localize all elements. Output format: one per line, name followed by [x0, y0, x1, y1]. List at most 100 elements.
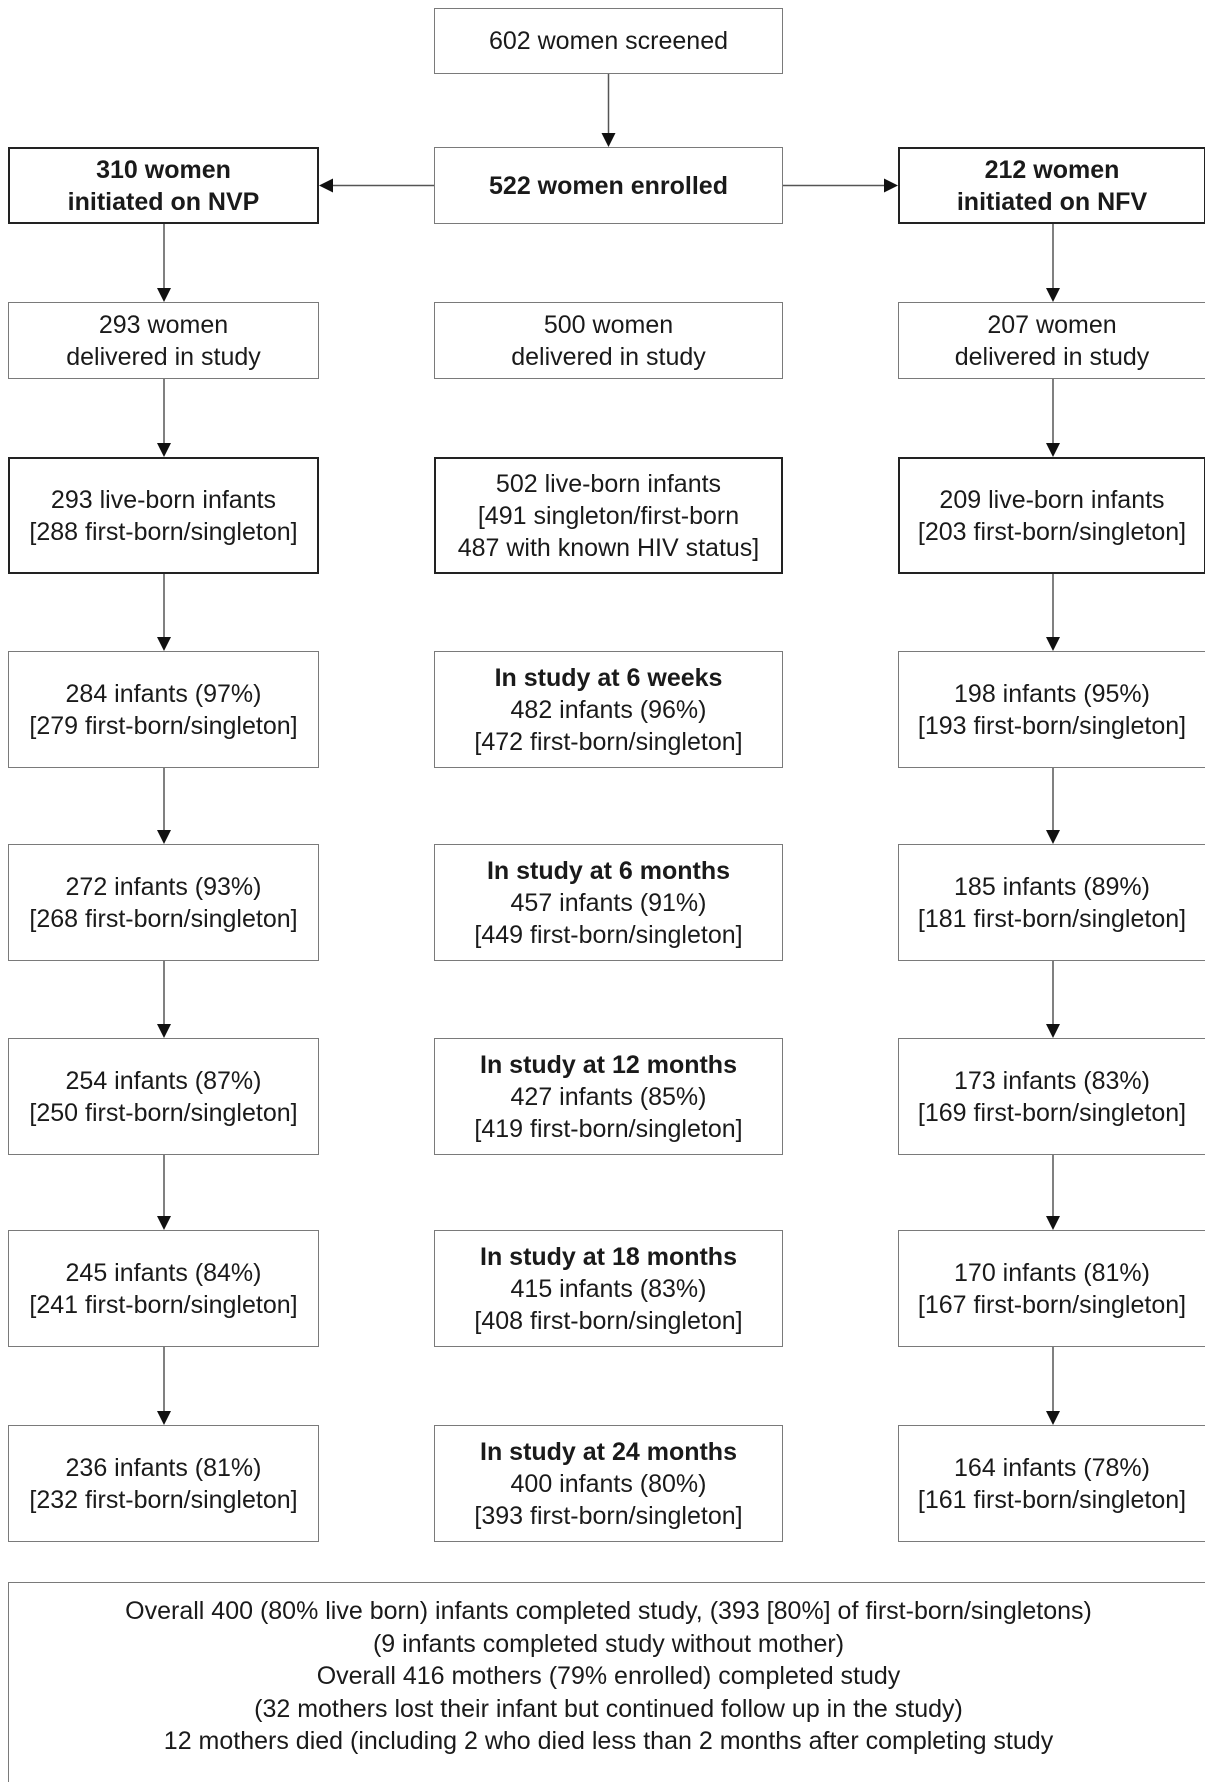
total-6mo-line-1: In study at 6 months — [486, 856, 731, 885]
nvp-6wk-box: 284 infants (97%) [279 first-born/singlet… — [8, 651, 319, 768]
total-18mo-box: In study at 18 months 415 infants (83%) [4… — [434, 1230, 783, 1347]
nvp-6mo-line-2: [268 first-born/singleton] — [29, 904, 298, 933]
arrow-screened-enrolled — [601, 74, 616, 147]
nvp-12mo-line-2: [250 first-born/singleton] — [29, 1098, 298, 1127]
total-delivered-box: 500 women delivered in study — [434, 302, 783, 379]
summary-line: 12 mothers died (including 2 who died le… — [163, 1727, 1054, 1755]
arrow-nvp-6wk-6mo — [157, 768, 171, 844]
total-liveborn-line-3: 487 with known HIV status] — [457, 533, 760, 562]
total-24mo-box: In study at 24 months 400 infants (80%) [3… — [434, 1425, 783, 1542]
summary-box: Overall 400 (80% live born) infants comp… — [8, 1582, 1205, 1782]
nvp-6mo-box: 272 infants (93%) [268 first-born/singlet… — [8, 844, 319, 961]
summary-line: (9 infants completed study without mothe… — [372, 1629, 845, 1658]
total-6wk-line-1: In study at 6 weeks — [494, 663, 723, 692]
nvp-6wk-line-1: 284 infants (97%) — [65, 679, 262, 708]
total-delivered-line-2: delivered in study — [511, 342, 706, 371]
total-liveborn-line-1: 502 live-born infants — [495, 469, 722, 498]
total-6wk-line-2: 482 infants (96%) — [510, 695, 707, 724]
arrow-nvp-initiated-delivered — [157, 224, 171, 302]
nvp-delivered-line-2: delivered in study — [66, 342, 261, 371]
total-24mo-line-3: [393 first-born/singleton] — [474, 1501, 743, 1530]
enrolled-line-1: 522 women enrolled — [489, 171, 728, 200]
nfv-6mo-box: 185 infants (89%) [181 first-born/singlet… — [898, 844, 1205, 961]
nfv-delivered-line-1: 207 women — [987, 310, 1117, 339]
nvp-liveborn-box: 293 live-born infants [288 first-born/sin… — [8, 457, 319, 574]
nfv-12mo-line-2: [169 first-born/singleton] — [917, 1098, 1187, 1127]
total-18mo-line-1: In study at 18 months — [480, 1242, 737, 1271]
arrow-nvp-liveborn-6wk — [157, 574, 171, 651]
nfv-liveborn-line-2: [203 first-born/singleton] — [917, 517, 1187, 546]
total-6mo-box: In study at 6 months 457 infants (91%) [44… — [434, 844, 783, 961]
total-liveborn-box: 502 live-born infants [491 singleton/firs… — [434, 457, 783, 574]
arrow-nfv-delivered-liveborn — [1046, 379, 1060, 457]
total-12mo-box: In study at 12 months 427 infants (85%) [4… — [434, 1038, 783, 1155]
nvp-initiated-line-2: initiated on NVP — [67, 187, 260, 216]
arrow-nvp-12mo-18mo — [157, 1155, 171, 1230]
total-liveborn-line-2: [491 singleton/first-born — [477, 501, 740, 530]
nfv-initiated-line-1: 212 women — [984, 155, 1120, 184]
nfv-6wk-line-1: 198 infants (95%) — [954, 679, 1150, 708]
nfv-delivered-line-2: delivered in study — [954, 342, 1150, 371]
total-12mo-line-3: [419 first-born/singleton] — [474, 1114, 743, 1143]
nfv-18mo-line-2: [167 first-born/singleton] — [917, 1290, 1187, 1319]
summary-line: Overall 416 mothers (79% enrolled) compl… — [316, 1662, 901, 1690]
total-12mo-line-2: 427 infants (85%) — [510, 1082, 707, 1111]
nfv-initiated-box: 212 women initiated on NFV — [898, 147, 1205, 224]
nfv-12mo-box: 173 infants (83%) [169 first-born/singlet… — [898, 1038, 1205, 1155]
nfv-12mo-line-1: 173 infants (83%) — [954, 1066, 1150, 1095]
arrow-enrolled-nfv — [783, 178, 898, 193]
nvp-18mo-line-1: 245 infants (84%) — [65, 1258, 262, 1287]
arrow-nfv-18mo-24mo — [1046, 1347, 1060, 1425]
nvp-delivered-box: 293 women delivered in study — [8, 302, 319, 379]
total-6wk-box: In study at 6 weeks 482 infants (96%) [472… — [434, 651, 783, 768]
total-24mo-line-1: In study at 24 months — [480, 1437, 737, 1466]
arrow-nfv-6mo-12mo — [1046, 961, 1060, 1038]
nvp-liveborn-line-2: [288 first-born/singleton] — [29, 517, 298, 546]
nfv-liveborn-box: 209 live-born infants [203 first-born/sin… — [898, 457, 1205, 574]
nvp-6wk-line-2: [279 first-born/singleton] — [29, 711, 298, 740]
total-6mo-line-3: [449 first-born/singleton] — [474, 920, 743, 949]
nvp-12mo-line-1: 254 infants (87%) — [65, 1066, 262, 1095]
nvp-12mo-box: 254 infants (87%) [250 first-born/singlet… — [8, 1038, 319, 1155]
summary-line: Overall 400 (80% live born) infants comp… — [125, 1597, 1092, 1625]
arrow-nfv-initiated-delivered — [1046, 224, 1060, 302]
nfv-initiated-line-2: initiated on NFV — [956, 187, 1148, 216]
nvp-initiated-line-1: 310 women — [96, 155, 231, 184]
total-delivered-line-1: 500 women — [543, 310, 674, 339]
nfv-24mo-line-2: [161 first-born/singleton] — [917, 1485, 1187, 1514]
nvp-18mo-box: 245 infants (84%) [241 first-born/singlet… — [8, 1230, 319, 1347]
nvp-24mo-box: 236 infants (81%) [232 first-born/singlet… — [8, 1425, 319, 1542]
arrow-nfv-liveborn-6wk — [1046, 574, 1060, 651]
total-18mo-line-3: [408 first-born/singleton] — [474, 1306, 743, 1335]
nfv-delivered-box: 207 women delivered in study — [898, 302, 1205, 379]
nvp-6mo-line-1: 272 infants (93%) — [65, 872, 262, 901]
total-12mo-line-1: In study at 12 months — [480, 1050, 737, 1079]
nfv-6wk-box: 198 infants (95%) [193 first-born/singlet… — [898, 651, 1205, 768]
nvp-delivered-line-1: 293 women — [98, 310, 229, 339]
screened-line-1: 602 women screened — [488, 27, 729, 55]
nfv-liveborn-line-1: 209 live-born infants — [939, 485, 1165, 514]
arrow-nvp-delivered-liveborn — [157, 379, 171, 457]
nvp-liveborn-line-1: 293 live-born infants — [50, 485, 277, 514]
arrow-enrolled-nvp — [319, 178, 434, 193]
arrow-nvp-18mo-24mo — [157, 1347, 171, 1425]
arrow-nfv-6wk-6mo — [1046, 768, 1060, 844]
screened-box: 602 women screened — [434, 8, 783, 74]
nvp-initiated-box: 310 women initiated on NVP — [8, 147, 319, 224]
nfv-18mo-line-1: 170 infants (81%) — [954, 1258, 1150, 1287]
nvp-18mo-line-2: [241 first-born/singleton] — [29, 1290, 298, 1319]
enrolled-box: 522 women enrolled — [434, 147, 783, 224]
nvp-24mo-line-2: [232 first-born/singleton] — [29, 1485, 298, 1514]
total-6mo-line-2: 457 infants (91%) — [510, 888, 707, 917]
total-6wk-line-3: [472 first-born/singleton] — [474, 727, 743, 756]
total-18mo-line-2: 415 infants (83%) — [510, 1274, 707, 1303]
nfv-6mo-line-2: [181 first-born/singleton] — [917, 904, 1187, 933]
nfv-6wk-line-2: [193 first-born/singleton] — [917, 711, 1187, 740]
nvp-24mo-line-1: 236 infants (81%) — [65, 1453, 262, 1482]
nfv-6mo-line-1: 185 infants (89%) — [954, 872, 1150, 901]
total-24mo-line-2: 400 infants (80%) — [510, 1469, 707, 1498]
summary-line: (32 mothers lost their infant but contin… — [254, 1694, 963, 1723]
arrow-nvp-6mo-12mo — [157, 961, 171, 1038]
nfv-24mo-box: 164 infants (78%) [161 first-born/singlet… — [898, 1425, 1205, 1542]
